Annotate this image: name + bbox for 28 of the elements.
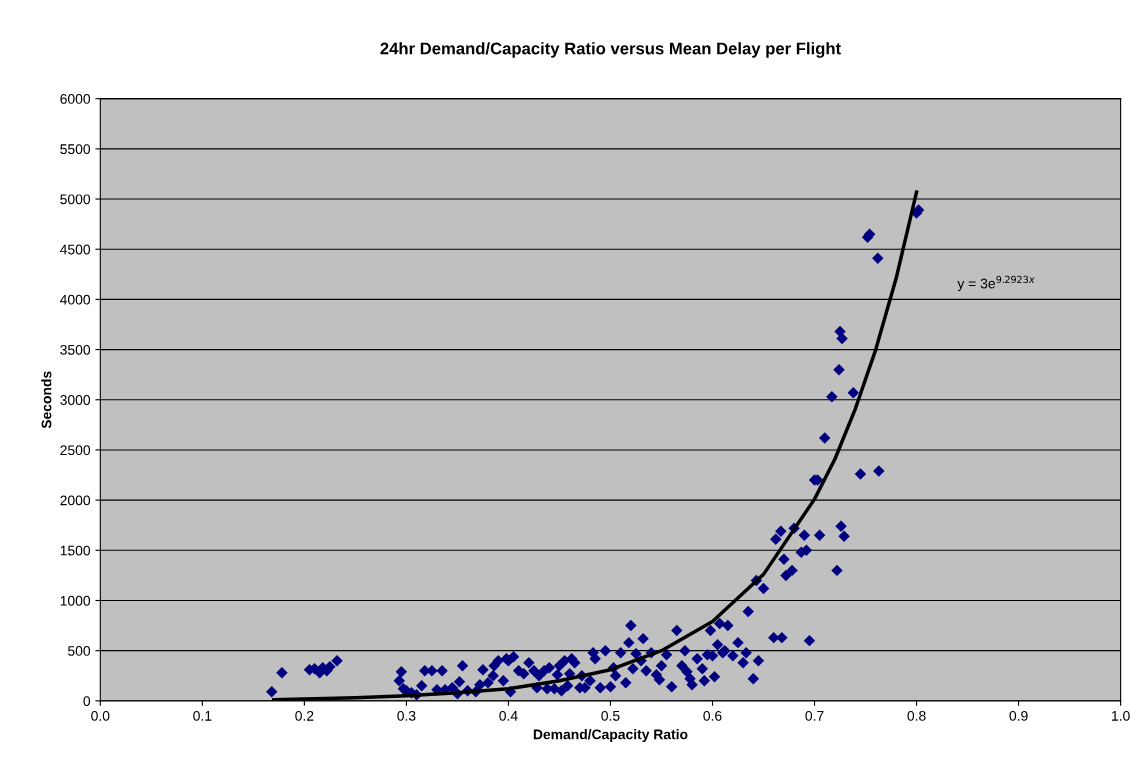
x-tick-label: 0.5	[601, 710, 620, 721]
y-tick-label: 1500	[60, 545, 91, 556]
x-tick-label: 0.1	[193, 710, 212, 721]
y-tick-label: 500	[67, 646, 91, 656]
y-tick-label: 2500	[60, 445, 91, 456]
y-tick-label: 4500	[60, 244, 91, 255]
x-tick-label: 0.6	[703, 710, 722, 721]
annotation: y = 3e$^{9.2923x}$	[957, 275, 1035, 292]
y-tick-label: 2000	[60, 495, 91, 506]
y-tick-label: 5000	[60, 194, 91, 205]
x-tick-label: 0.2	[295, 710, 314, 721]
x-tick-label: 0.7	[805, 710, 824, 721]
x-tick-label: 0.9	[1009, 710, 1028, 721]
y-tick-label: 3500	[60, 344, 91, 355]
y-tick-label: 0	[83, 696, 91, 707]
x-tick-label: 1.0	[1112, 710, 1130, 721]
y-axis-title: Seconds	[41, 371, 52, 429]
y-tick-label: 1000	[60, 595, 91, 606]
x-axis-title: Demand/Capacity Ratio	[533, 729, 688, 743]
x-tick-label: 0.3	[397, 710, 416, 721]
y-tick-label: 5500	[60, 144, 91, 155]
x-tick-label: 0.4	[499, 710, 518, 721]
y-tick-label: 6000	[60, 94, 91, 104]
chart-title: 24hr Demand/Capacity Ratio versus Mean Delay per Flight	[380, 42, 841, 58]
x-tick-label: 0.8	[907, 710, 926, 721]
x-tick-label: 0.0	[91, 710, 110, 721]
y-tick-label: 3000	[60, 395, 91, 405]
y-tick-label: 4000	[60, 294, 91, 305]
